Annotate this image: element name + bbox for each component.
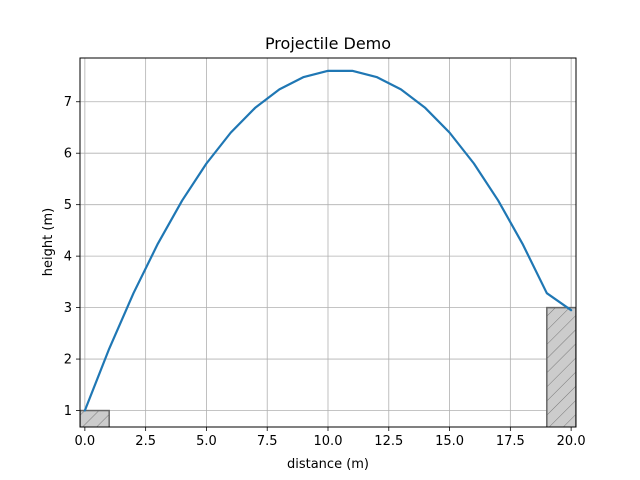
- x-tick-label: 20.0: [557, 434, 586, 449]
- y-tick-label: 4: [64, 250, 72, 265]
- x-tick-label: 15.0: [435, 434, 464, 449]
- y-axis-label: height (m): [41, 208, 56, 276]
- y-tick-label: 5: [64, 198, 72, 213]
- x-tick-label: 7.5: [257, 434, 278, 449]
- x-tick-label: 5.0: [196, 434, 217, 449]
- y-tick-label: 3: [64, 301, 72, 316]
- x-tick-label: 12.5: [374, 434, 403, 449]
- series-layer: [83, 69, 573, 412]
- grid: [80, 58, 576, 427]
- x-tick-label: 0.0: [75, 434, 96, 449]
- y-tick-label: 2: [64, 353, 72, 368]
- x-tick-label: 2.5: [135, 434, 156, 449]
- platforms: [80, 306, 576, 427]
- y-tick-label: 6: [64, 147, 72, 162]
- trajectory-line: [83, 69, 573, 412]
- x-tick-label: 17.5: [496, 434, 525, 449]
- target-platform: [546, 306, 576, 427]
- launch-platform: [80, 409, 110, 427]
- y-tick-label: 7: [64, 95, 72, 110]
- x-axis-label: distance (m): [287, 457, 369, 472]
- chart-title: Projectile Demo: [265, 34, 391, 53]
- x-tick-label: 10.0: [314, 434, 343, 449]
- x-axis-ticks: 0.0 2.5 5.0 7.5 10.0 12.5 15.0 17.5 20.0: [75, 427, 586, 449]
- y-tick-label: 1: [64, 404, 72, 419]
- y-axis-ticks: 1 2 3 4 5 6 7: [64, 95, 80, 419]
